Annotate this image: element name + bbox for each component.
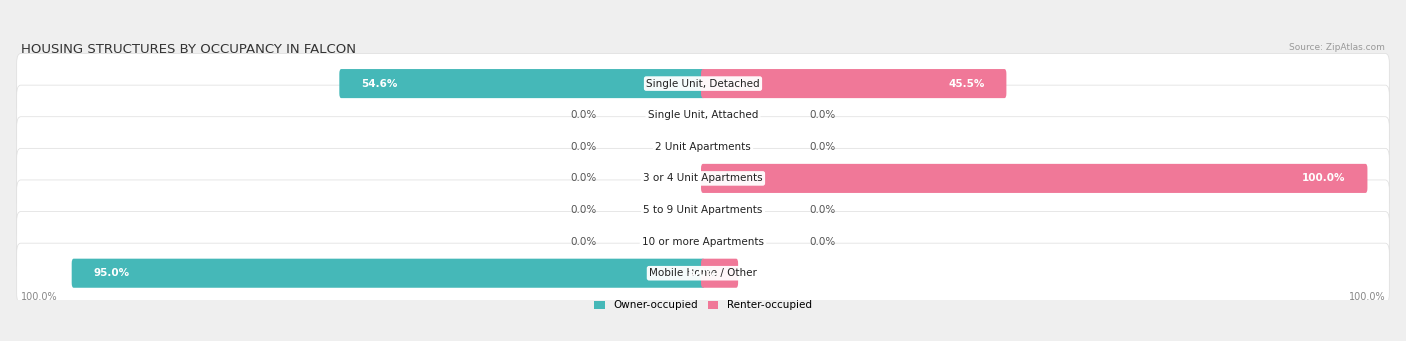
Legend: Owner-occupied, Renter-occupied: Owner-occupied, Renter-occupied bbox=[595, 300, 811, 310]
Text: 45.5%: 45.5% bbox=[948, 78, 984, 89]
FancyBboxPatch shape bbox=[17, 243, 1389, 303]
FancyBboxPatch shape bbox=[17, 117, 1389, 177]
Text: 3 or 4 Unit Apartments: 3 or 4 Unit Apartments bbox=[643, 174, 763, 183]
FancyBboxPatch shape bbox=[17, 148, 1389, 208]
Text: Single Unit, Attached: Single Unit, Attached bbox=[648, 110, 758, 120]
FancyBboxPatch shape bbox=[17, 54, 1389, 114]
FancyBboxPatch shape bbox=[702, 164, 1368, 193]
Text: 100.0%: 100.0% bbox=[1302, 174, 1346, 183]
FancyBboxPatch shape bbox=[17, 180, 1389, 240]
Text: 0.0%: 0.0% bbox=[808, 110, 835, 120]
FancyBboxPatch shape bbox=[72, 259, 704, 288]
Text: 0.0%: 0.0% bbox=[571, 174, 598, 183]
FancyBboxPatch shape bbox=[17, 85, 1389, 145]
FancyBboxPatch shape bbox=[17, 211, 1389, 272]
Text: 100.0%: 100.0% bbox=[21, 292, 58, 302]
Text: Single Unit, Detached: Single Unit, Detached bbox=[647, 78, 759, 89]
Text: 54.6%: 54.6% bbox=[361, 78, 398, 89]
Text: Source: ZipAtlas.com: Source: ZipAtlas.com bbox=[1289, 43, 1385, 52]
Text: Mobile Home / Other: Mobile Home / Other bbox=[650, 268, 756, 278]
Text: 0.0%: 0.0% bbox=[571, 237, 598, 247]
Text: 0.0%: 0.0% bbox=[571, 110, 598, 120]
Text: 5.0%: 5.0% bbox=[688, 268, 716, 278]
Text: 5 to 9 Unit Apartments: 5 to 9 Unit Apartments bbox=[644, 205, 762, 215]
Text: 2 Unit Apartments: 2 Unit Apartments bbox=[655, 142, 751, 152]
Text: 0.0%: 0.0% bbox=[808, 142, 835, 152]
Text: 0.0%: 0.0% bbox=[571, 142, 598, 152]
Text: 0.0%: 0.0% bbox=[808, 237, 835, 247]
FancyBboxPatch shape bbox=[702, 259, 738, 288]
Text: 0.0%: 0.0% bbox=[808, 205, 835, 215]
Text: 95.0%: 95.0% bbox=[94, 268, 129, 278]
FancyBboxPatch shape bbox=[339, 69, 704, 98]
FancyBboxPatch shape bbox=[702, 69, 1007, 98]
Text: 0.0%: 0.0% bbox=[571, 205, 598, 215]
Text: HOUSING STRUCTURES BY OCCUPANCY IN FALCON: HOUSING STRUCTURES BY OCCUPANCY IN FALCO… bbox=[21, 43, 356, 56]
Text: 10 or more Apartments: 10 or more Apartments bbox=[643, 237, 763, 247]
Text: 100.0%: 100.0% bbox=[1348, 292, 1385, 302]
